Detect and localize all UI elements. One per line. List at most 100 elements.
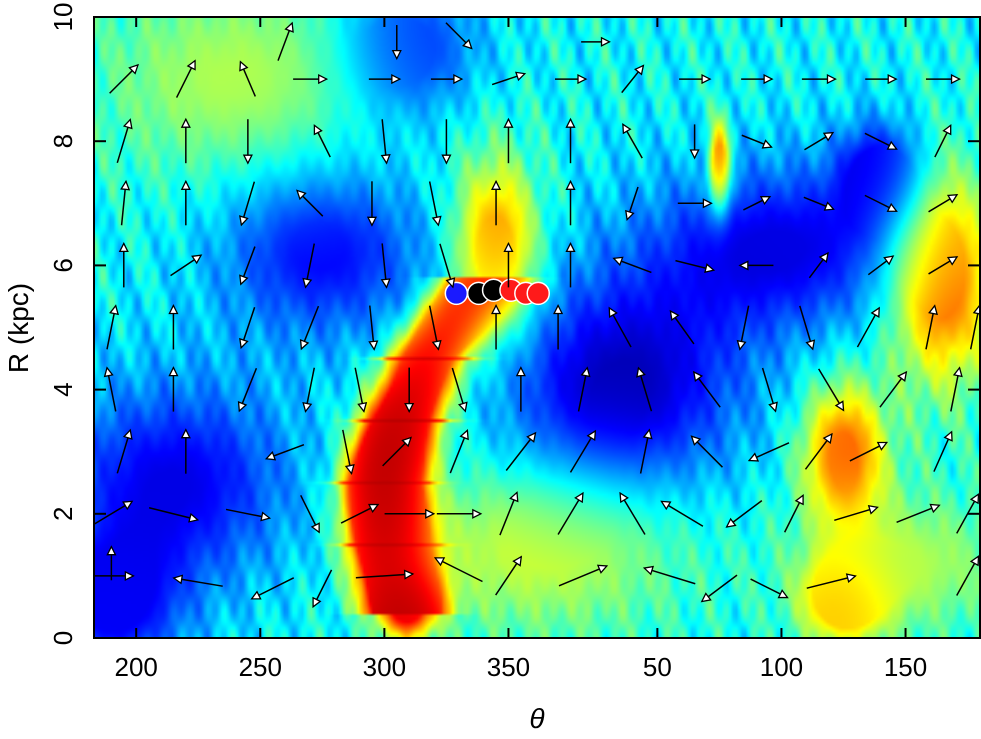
x-tick-label-1: 250 — [239, 652, 282, 682]
velocity-arrow-23 — [557, 491, 584, 535]
velocity-arrow-60 — [106, 304, 119, 350]
y-axis-label: R (kpc) — [3, 283, 34, 373]
velocity-arrow-61 — [168, 304, 179, 350]
velocity-arrow-59 — [950, 366, 963, 412]
velocity-arrow-64 — [368, 305, 379, 351]
plot-frame — [93, 16, 981, 639]
velocity-arrow-22 — [499, 491, 519, 536]
velocity-arrow-21 — [436, 508, 483, 519]
velocity-arrow-97 — [625, 186, 639, 222]
velocity-arrow-32 — [180, 428, 191, 474]
velocity-arrow-68 — [608, 306, 632, 348]
velocity-arrow-132 — [391, 25, 402, 61]
velocity-arrow-116 — [934, 124, 952, 158]
velocity-arrow-120 — [293, 74, 329, 85]
velocity-arrow-63 — [299, 305, 320, 351]
y-tick-label-1: 2 — [48, 507, 78, 521]
velocity-arrow-87 — [867, 255, 895, 276]
y-tick-label-2: 4 — [48, 382, 78, 396]
velocity-arrow-106 — [313, 124, 331, 158]
velocity-arrow-79 — [380, 243, 391, 289]
velocity-arrow-101 — [864, 194, 898, 212]
velocity-arrow-74 — [969, 304, 980, 350]
velocity-arrow-85 — [738, 260, 774, 271]
velocity-arrow-35 — [382, 436, 412, 467]
velocity-arrow-118 — [175, 59, 196, 98]
velocity-arrow-38 — [569, 429, 597, 473]
velocity-arrow-40 — [690, 435, 723, 468]
velocity-arrow-55 — [692, 370, 721, 408]
velocity-arrow-111 — [622, 123, 643, 159]
y-tick-label-3: 6 — [48, 258, 78, 272]
velocity-arrow-14 — [956, 555, 980, 596]
velocity-arrow-33 — [264, 443, 305, 461]
velocity-arrow-44 — [933, 430, 953, 472]
velocity-arrow-7 — [495, 555, 523, 596]
velocity-arrow-91 — [239, 181, 256, 227]
velocity-arrow-28 — [834, 504, 879, 522]
velocity-arrow-134 — [581, 36, 611, 47]
velocity-arrow-103 — [116, 118, 133, 164]
velocity-arrow-96 — [565, 179, 576, 226]
velocity-arrow-108 — [441, 119, 452, 165]
velocity-arrow-34 — [342, 429, 355, 475]
velocity-arrow-122 — [430, 74, 464, 85]
velocity-arrow-9 — [642, 565, 696, 585]
velocity-arrow-70 — [736, 305, 750, 351]
velocity-arrow-126 — [679, 74, 712, 85]
velocity-arrow-27 — [783, 494, 804, 533]
velocity-arrow-47 — [237, 367, 258, 413]
velocity-arrow-16 — [148, 506, 200, 523]
velocity-arrow-31 — [116, 428, 133, 474]
x-tick-label-6: 150 — [884, 652, 927, 682]
y-axis-ticks: 0 2 4 6 8 10 — [48, 3, 980, 645]
velocity-arrow-73 — [925, 304, 938, 350]
velocity-arrow-71 — [799, 305, 816, 351]
velocity-arrow-121 — [368, 74, 402, 85]
velocity-arrow-89 — [120, 179, 131, 226]
velocity-arrow-43 — [849, 441, 889, 462]
velocity-arrow-114 — [804, 131, 835, 151]
velocity-arrow-10 — [700, 574, 738, 603]
y-tick-label-5: 10 — [48, 3, 78, 32]
velocity-arrow-123 — [491, 71, 527, 86]
velocity-arrow-129 — [865, 74, 898, 85]
velocity-arrow-78 — [302, 243, 316, 289]
velocity-arrow-48 — [302, 367, 316, 413]
velocity-arrow-53 — [577, 366, 591, 412]
velocity-arrow-45 — [103, 366, 117, 412]
velocity-arrow-42 — [804, 432, 833, 470]
velocity-arrow-98 — [677, 198, 713, 209]
velocity-arrow-131 — [277, 21, 294, 61]
velocity-arrow-110 — [565, 117, 576, 164]
velocity-arrow-41 — [747, 442, 790, 462]
velocity-arrow-52 — [515, 366, 526, 412]
velocity-arrow-112 — [689, 124, 700, 160]
velocity-arrow-67 — [553, 304, 564, 350]
velocity-arrow-105 — [242, 119, 253, 165]
velocity-arrow-72 — [856, 306, 880, 348]
velocity-arrow-92 — [296, 189, 324, 217]
velocity-arrow-102 — [928, 194, 959, 213]
y-tick-label-4: 8 — [48, 134, 78, 148]
velocity-arrow-88 — [928, 256, 959, 275]
velocity-arrow-15 — [94, 500, 134, 526]
velocity-arrow-117 — [109, 63, 139, 94]
velocity-arrow-127 — [741, 74, 774, 85]
velocity-arrow-51 — [451, 367, 468, 413]
velocity-arrow-50 — [404, 367, 415, 414]
velocity-arrow-94 — [428, 181, 442, 227]
velocity-arrow-104 — [180, 117, 191, 164]
velocity-arrow-65 — [428, 305, 442, 351]
velocity-arrow-29 — [896, 503, 941, 524]
x-tick-label-4: 50 — [643, 652, 672, 682]
velocity-arrow-24 — [619, 491, 646, 535]
velocity-arrow-62 — [239, 307, 256, 350]
velocity-arrow-133 — [445, 22, 473, 50]
velocity-arrow-5 — [355, 569, 415, 580]
velocity-arrow-76 — [170, 254, 203, 277]
velocity-arrow-84 — [675, 259, 716, 273]
velocity-arrow-26 — [725, 500, 763, 528]
x-tick-label-3: 350 — [487, 652, 530, 682]
